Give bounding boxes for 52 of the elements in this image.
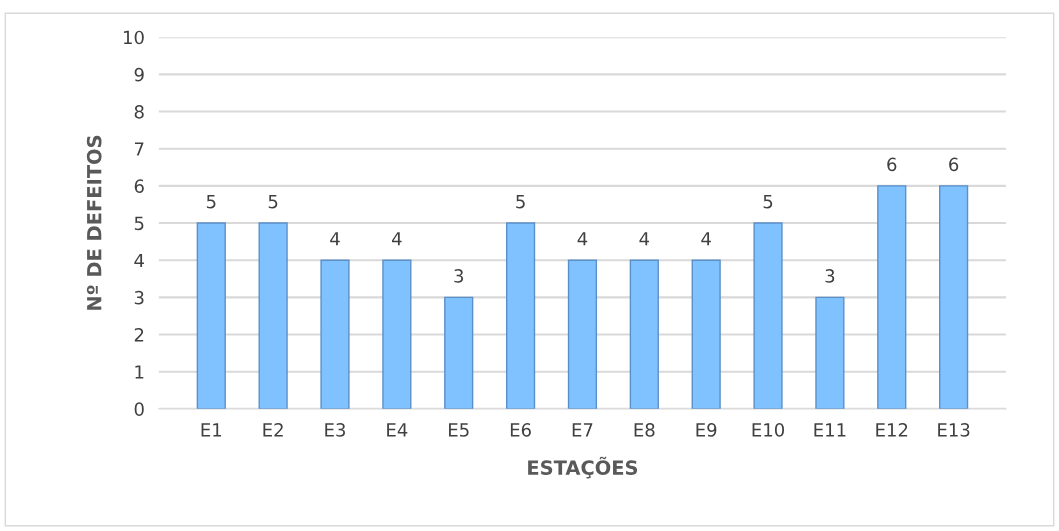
x-tick-label: E2	[263, 423, 283, 437]
data-label: 5	[268, 194, 278, 209]
bar	[877, 185, 907, 409]
y-tick-label: 0	[134, 402, 144, 416]
bar	[753, 222, 783, 409]
bar	[567, 259, 598, 409]
x-tick-label: E10	[752, 423, 785, 437]
bar	[382, 259, 412, 409]
bar	[691, 259, 721, 409]
bar	[815, 296, 845, 409]
x-tick-label: E9	[696, 423, 717, 437]
data-label: 4	[639, 232, 650, 246]
bar	[320, 259, 350, 409]
x-tick-label: E3	[325, 423, 345, 437]
x-tick-label: E7	[572, 423, 593, 437]
data-label: 5	[206, 194, 216, 209]
y-tick-label: 8	[134, 104, 144, 119]
bar	[196, 222, 226, 409]
y-tick-label: 6	[134, 179, 144, 193]
y-tick-label: 3	[134, 290, 144, 305]
data-label: 3	[825, 269, 835, 283]
bar	[444, 296, 474, 409]
data-label: 4	[577, 232, 588, 246]
bar	[505, 222, 536, 409]
data-label: 4	[701, 232, 711, 246]
x-tick-label: E12	[876, 423, 908, 437]
x-tick-label: E1	[201, 423, 222, 437]
data-label: 6	[949, 157, 959, 172]
x-tick-label: E4	[387, 423, 408, 437]
data-label: 3	[454, 269, 464, 283]
bar	[258, 222, 288, 409]
data-label: 6	[887, 157, 897, 172]
y-tick-label: 10	[123, 30, 144, 45]
y-tick-label: 4	[134, 253, 144, 268]
x-axis-title: ESTAÇÕES	[528, 456, 638, 479]
y-tick-label: 9	[134, 67, 144, 82]
y-tick-label: 2	[134, 327, 144, 342]
data-label: 5	[763, 194, 773, 209]
y-tick-label: 1	[135, 365, 144, 379]
x-tick-label: E8	[634, 423, 655, 437]
data-label: 4	[330, 232, 340, 246]
x-tick-label: E5	[449, 423, 469, 437]
x-tick-label: E11	[814, 423, 846, 437]
y-tick-label: 5	[134, 216, 144, 231]
x-tick-label: E13	[938, 423, 970, 437]
y-tick-label: 7	[134, 142, 144, 156]
data-label: 5	[516, 194, 525, 209]
x-tick-label: E6	[510, 423, 531, 437]
data-label: 4	[392, 232, 402, 246]
bar	[939, 185, 969, 409]
bar	[629, 259, 659, 409]
y-axis-title: Nº DE DEFEITOS	[86, 135, 102, 310]
